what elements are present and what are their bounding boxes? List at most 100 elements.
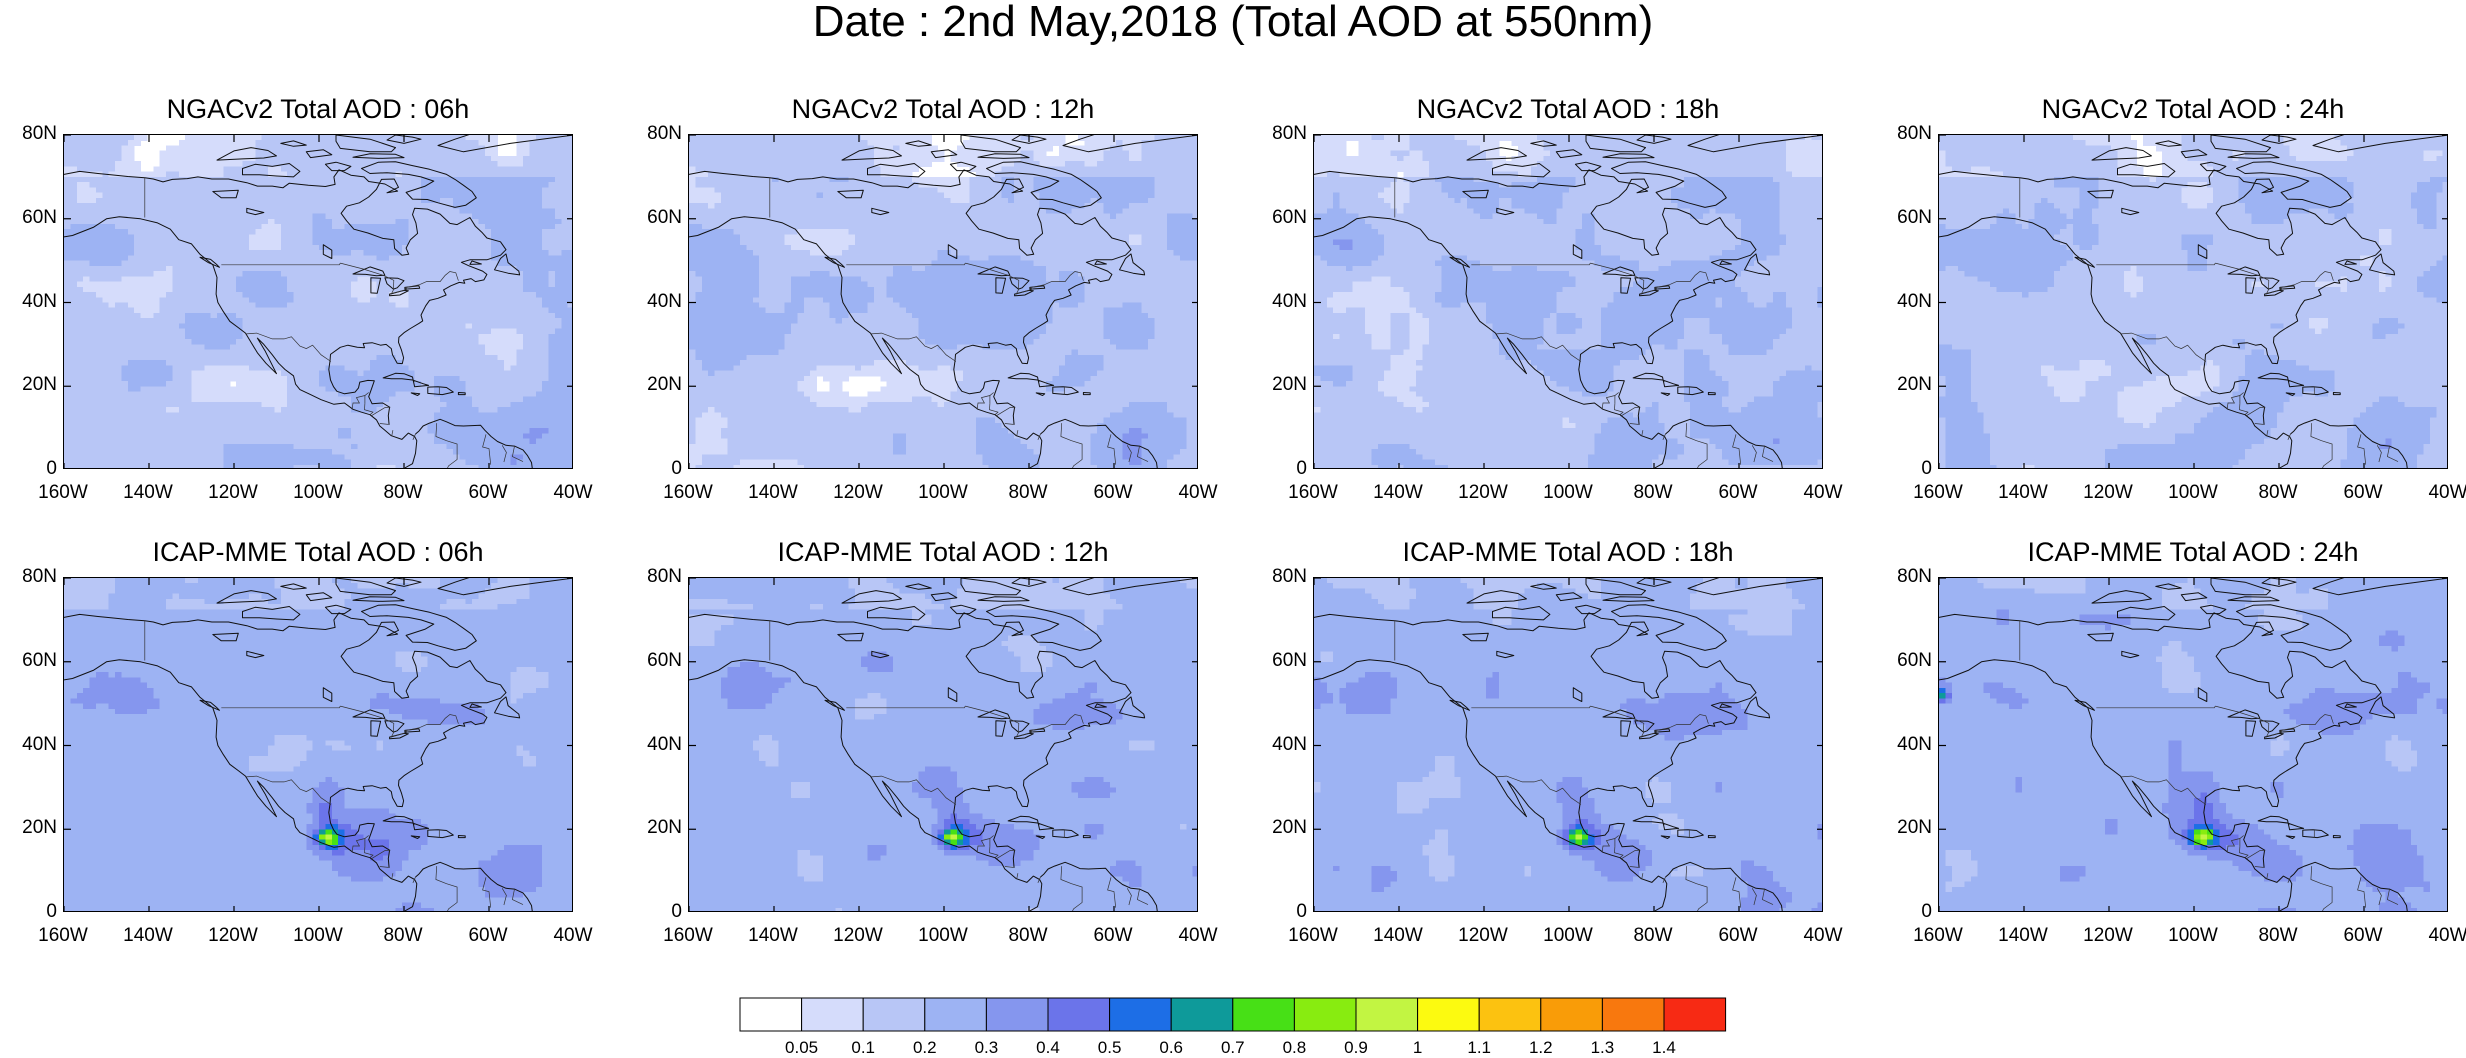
y-tick-label: 60N [626, 208, 682, 228]
x-tick-label: 160W [28, 483, 98, 503]
x-tick-label: 100W [908, 483, 978, 503]
x-tick-label: 120W [1448, 926, 1518, 946]
x-tick-label: 40W [2413, 483, 2466, 503]
x-tick-label: 60W [1703, 483, 1773, 503]
x-tick-label: 160W [28, 926, 98, 946]
map-panel-ngac-18h [1313, 134, 1823, 469]
panel-title: ICAP-MME Total AOD : 12h [688, 537, 1198, 567]
x-tick-label: 60W [1703, 926, 1773, 946]
colorbar-label: 0.7 [1205, 1038, 1261, 1058]
y-tick-label: 40N [1251, 735, 1307, 755]
y-tick-label: 80N [1876, 567, 1932, 587]
y-tick-label: 80N [626, 567, 682, 587]
y-tick-label: 40N [1, 292, 57, 312]
aod-map [64, 135, 573, 469]
x-tick-label: 140W [113, 926, 183, 946]
colorbar-label: 0.4 [1020, 1038, 1076, 1058]
x-tick-label: 140W [738, 926, 808, 946]
y-tick-label: 20N [626, 375, 682, 395]
x-tick-label: 100W [1533, 483, 1603, 503]
x-tick-label: 80W [2243, 483, 2313, 503]
colorbar-label: 0.8 [1266, 1038, 1322, 1058]
y-tick-label: 0 [1251, 902, 1307, 922]
y-tick-label: 40N [1876, 735, 1932, 755]
aod-map [1314, 135, 1823, 469]
y-tick-label: 40N [626, 735, 682, 755]
panel-title: NGACv2 Total AOD : 06h [63, 94, 573, 124]
y-tick-label: 20N [1, 818, 57, 838]
colorbar-label: 0.2 [897, 1038, 953, 1058]
aod-field [1939, 135, 2448, 469]
x-tick-label: 120W [1448, 483, 1518, 503]
x-tick-label: 120W [2073, 483, 2143, 503]
panel-title: ICAP-MME Total AOD : 18h [1313, 537, 1823, 567]
colorbar-swatch [1479, 998, 1541, 1031]
x-tick-label: 140W [738, 483, 808, 503]
y-tick-label: 40N [1251, 292, 1307, 312]
colorbar-label: 1.4 [1636, 1038, 1692, 1058]
colorbar-label: 1 [1390, 1038, 1446, 1058]
y-tick-label: 60N [1876, 651, 1932, 671]
colorbar-swatch [1233, 998, 1295, 1031]
colorbar-swatch [863, 998, 925, 1031]
colorbar-swatch [1110, 998, 1172, 1031]
y-tick-label: 40N [626, 292, 682, 312]
x-tick-label: 160W [1903, 483, 1973, 503]
y-tick-label: 0 [1876, 459, 1932, 479]
colorbar-swatches [739, 997, 1727, 1032]
colorbar-label: 1.1 [1451, 1038, 1507, 1058]
x-tick-label: 80W [993, 483, 1063, 503]
panel-title: ICAP-MME Total AOD : 24h [1938, 537, 2448, 567]
x-tick-label: 80W [368, 483, 438, 503]
aod-field [689, 578, 1198, 912]
y-tick-label: 60N [1, 208, 57, 228]
x-tick-label: 60W [1078, 483, 1148, 503]
x-tick-label: 40W [1788, 926, 1858, 946]
x-tick-label: 60W [2328, 926, 2398, 946]
panel-title: NGACv2 Total AOD : 18h [1313, 94, 1823, 124]
y-tick-label: 20N [1, 375, 57, 395]
figure-title: Date : 2nd May,2018 (Total AOD at 550nm) [0, 0, 2466, 44]
colorbar-label: 0.05 [774, 1038, 830, 1058]
x-tick-label: 60W [453, 483, 523, 503]
x-tick-label: 160W [1278, 483, 1348, 503]
x-tick-label: 40W [1163, 926, 1233, 946]
y-tick-label: 60N [1251, 651, 1307, 671]
y-tick-label: 80N [1876, 124, 1932, 144]
y-tick-label: 60N [1, 651, 57, 671]
colorbar-swatch [1294, 998, 1356, 1031]
x-tick-label: 160W [1278, 926, 1348, 946]
x-tick-label: 120W [2073, 926, 2143, 946]
y-tick-label: 80N [626, 124, 682, 144]
aod-map [689, 578, 1198, 912]
y-tick-label: 60N [626, 651, 682, 671]
x-tick-label: 100W [2158, 483, 2228, 503]
x-tick-label: 140W [1988, 926, 2058, 946]
y-tick-label: 20N [1876, 818, 1932, 838]
x-tick-label: 80W [2243, 926, 2313, 946]
colorbar-label: 0.1 [835, 1038, 891, 1058]
aod-field [1314, 578, 1823, 912]
colorbar-label: 0.9 [1328, 1038, 1384, 1058]
x-tick-label: 100W [283, 926, 353, 946]
x-tick-label: 40W [1788, 483, 1858, 503]
aod-map [1939, 578, 2448, 912]
aod-field [1939, 578, 2448, 912]
x-tick-label: 120W [823, 483, 893, 503]
x-tick-label: 120W [198, 483, 268, 503]
y-tick-label: 20N [1251, 375, 1307, 395]
colorbar-swatch [1048, 998, 1110, 1031]
colorbar-swatch [1664, 998, 1726, 1031]
x-tick-label: 100W [283, 483, 353, 503]
x-tick-label: 80W [1618, 926, 1688, 946]
y-tick-label: 80N [1251, 567, 1307, 587]
colorbar-label: 0.3 [958, 1038, 1014, 1058]
x-tick-label: 60W [1078, 926, 1148, 946]
x-tick-label: 120W [198, 926, 268, 946]
panel-title: ICAP-MME Total AOD : 06h [63, 537, 573, 567]
aod-map [689, 135, 1198, 469]
colorbar-swatch [740, 998, 802, 1031]
x-tick-label: 140W [1363, 926, 1433, 946]
x-tick-label: 40W [538, 483, 608, 503]
